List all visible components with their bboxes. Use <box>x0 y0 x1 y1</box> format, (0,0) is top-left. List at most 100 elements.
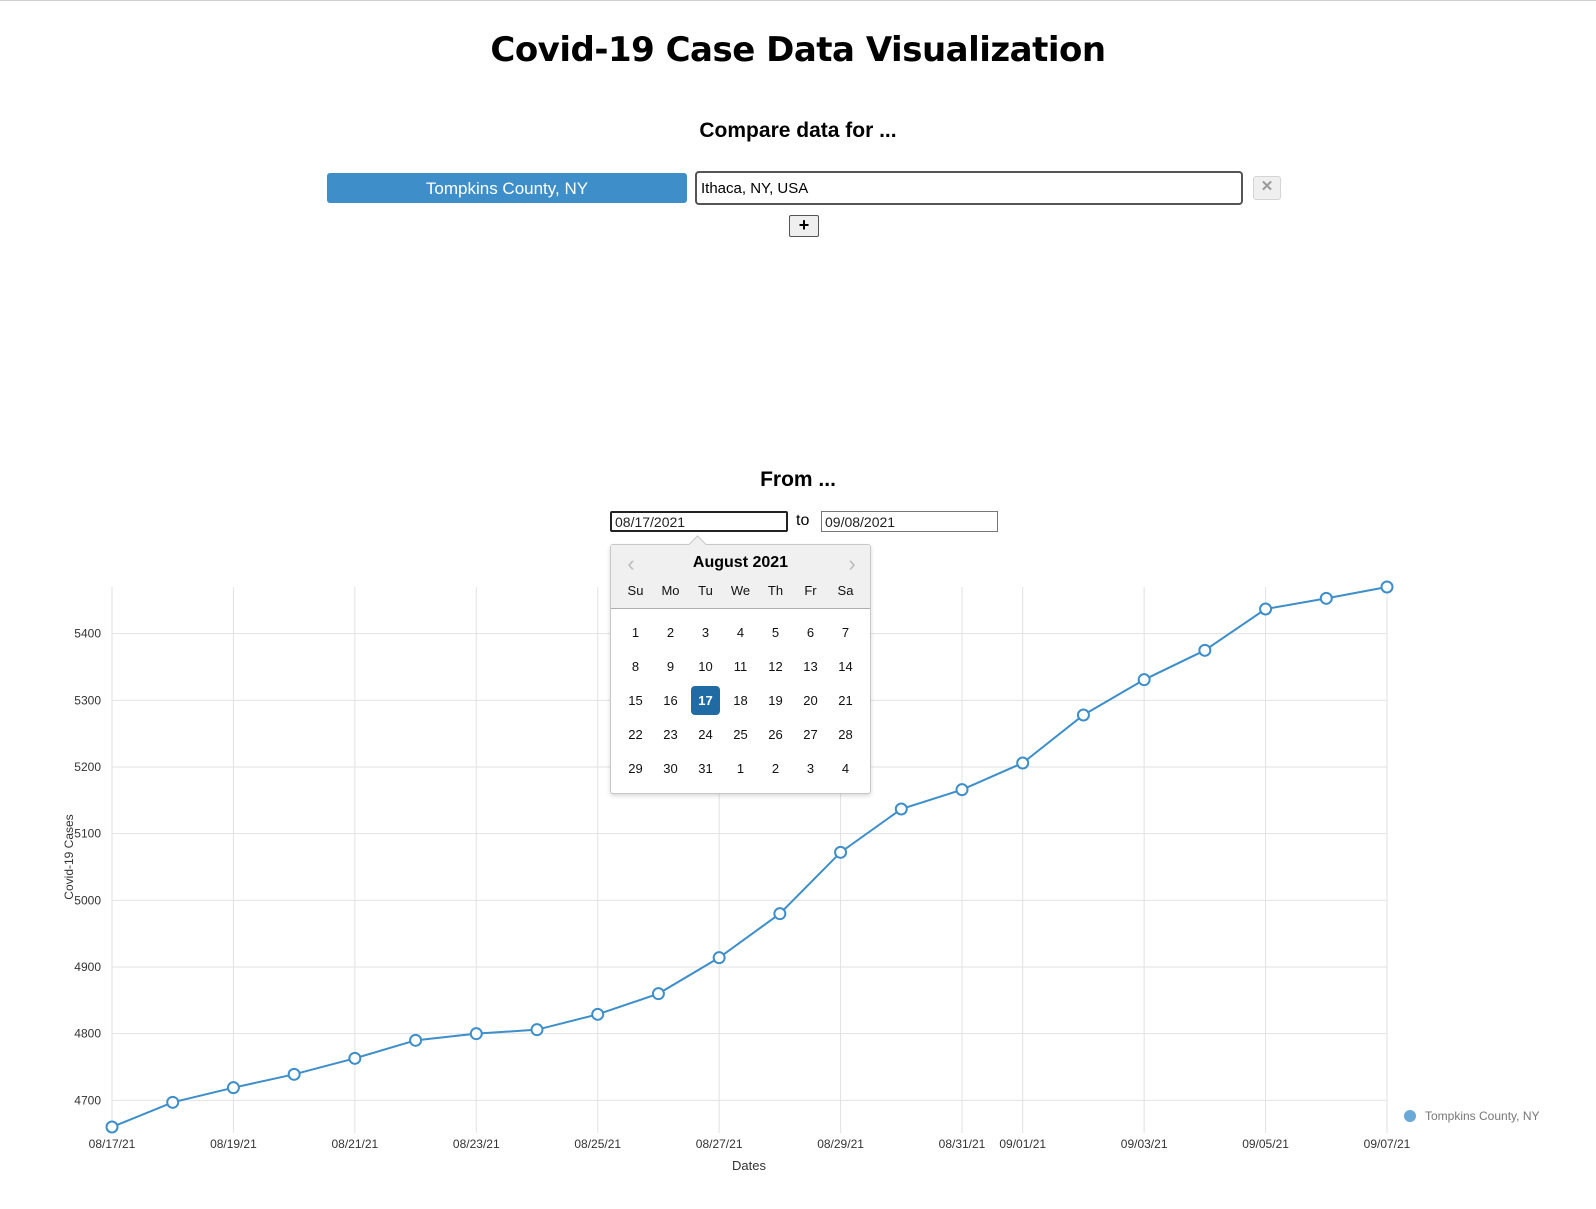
data-point <box>287 1067 301 1081</box>
x-tick-label: 09/03/21 <box>1121 1137 1168 1151</box>
x-axis-title: Dates <box>732 1158 766 1173</box>
calendar-day[interactable]: 7 <box>841 625 850 640</box>
x-tick-label: 08/19/21 <box>210 1137 257 1151</box>
compare-heading: Compare data for ... <box>699 119 897 142</box>
data-point <box>773 907 787 921</box>
calendar-day[interactable]: 29 <box>628 761 643 776</box>
calendar-day[interactable]: 12 <box>768 659 783 674</box>
calendar-day[interactable]: 5 <box>771 625 780 640</box>
calendar-day[interactable]: 22 <box>628 727 643 742</box>
datepicker-month-label: August 2021 <box>692 554 789 571</box>
location-chip-button[interactable]: Tompkins County, NY <box>327 173 687 203</box>
data-point <box>955 783 969 797</box>
data-point <box>1319 591 1333 605</box>
x-tick-label: 09/01/21 <box>999 1137 1046 1151</box>
y-tick-label: 4700 <box>74 1093 101 1107</box>
data-point <box>1137 673 1151 687</box>
weekday-label: Tu <box>698 583 713 598</box>
weekday-label: We <box>730 583 751 598</box>
data-point <box>834 845 848 859</box>
data-point <box>894 802 908 816</box>
calendar-day[interactable]: 3 <box>806 761 815 776</box>
calendar-day[interactable]: 19 <box>768 693 783 708</box>
top-border <box>0 0 1596 1</box>
calendar-day[interactable]: 27 <box>803 727 818 742</box>
data-point <box>1016 756 1030 770</box>
x-tick-label: 08/21/21 <box>331 1137 378 1151</box>
y-tick-label: 5200 <box>74 760 101 774</box>
x-tick-label: 09/05/21 <box>1242 1137 1289 1151</box>
calendar-day[interactable]: 20 <box>803 693 818 708</box>
calendar-day[interactable]: 31 <box>698 761 713 776</box>
y-tick-label: 5000 <box>74 893 101 907</box>
weekday-label: Su <box>627 583 644 598</box>
y-tick-label: 5400 <box>74 627 101 641</box>
calendar-day[interactable]: 6 <box>806 625 815 640</box>
data-point <box>1198 643 1212 657</box>
calendar-day[interactable]: 23 <box>663 727 678 742</box>
calendar-day[interactable]: 21 <box>838 693 853 708</box>
remove-location-icon[interactable]: ✕ <box>1253 176 1281 200</box>
calendar-day[interactable]: 8 <box>631 659 640 674</box>
calendar-day[interactable]: 26 <box>768 727 783 742</box>
x-tick-label: 08/29/21 <box>817 1137 864 1151</box>
calendar-day[interactable]: 9 <box>666 659 675 674</box>
to-date-input[interactable] <box>821 511 998 532</box>
calendar-day[interactable]: 1 <box>736 761 745 776</box>
chevron-left-icon[interactable]: ‹ <box>627 551 635 576</box>
legend-swatch <box>1404 1110 1416 1122</box>
data-point <box>530 1023 544 1037</box>
calendar-day[interactable]: 10 <box>698 659 713 674</box>
calendar-day[interactable]: 3 <box>701 625 710 640</box>
y-tick-label: 5100 <box>74 827 101 841</box>
x-tick-label: 08/27/21 <box>696 1137 743 1151</box>
x-tick-label: 09/07/21 <box>1364 1137 1411 1151</box>
series-line <box>111 586 1388 1128</box>
calendar-day[interactable]: 28 <box>838 727 853 742</box>
calendar-day[interactable]: 11 <box>733 659 748 674</box>
data-point <box>591 1007 605 1021</box>
calendar-day[interactable]: 14 <box>838 659 853 674</box>
data-point <box>469 1027 483 1041</box>
x-tick-label: 08/31/21 <box>939 1137 986 1151</box>
datepicker-header: ‹ August 2021 › Su Mo Tu We Th Fr Sa <box>611 545 870 609</box>
from-date-input[interactable] <box>610 511 788 532</box>
data-point <box>226 1081 240 1095</box>
date-range-heading: From ... <box>760 468 836 491</box>
calendar-day[interactable]: 16 <box>663 693 678 708</box>
calendar-day[interactable]: 1 <box>631 625 640 640</box>
weekday-label: Fr <box>804 583 817 598</box>
calendar-day[interactable]: 2 <box>666 625 675 640</box>
legend-label: Tompkins County, NY <box>1425 1109 1540 1123</box>
calendar-day[interactable]: 30 <box>663 761 678 776</box>
location-search-input[interactable] <box>695 171 1243 205</box>
calendar-day[interactable]: 25 <box>733 727 748 742</box>
calendar-day[interactable]: 18 <box>733 693 748 708</box>
weekday-label: Th <box>767 583 784 598</box>
y-axis-title: Covid-19 Cases <box>62 814 76 899</box>
data-point <box>348 1051 362 1065</box>
calendar-day[interactable]: 2 <box>771 761 780 776</box>
calendar-day[interactable]: 15 <box>628 693 643 708</box>
calendar-day[interactable]: 13 <box>803 659 818 674</box>
to-label: to <box>796 512 810 529</box>
x-tick-label: 08/17/21 <box>89 1137 136 1151</box>
x-tick-label: 08/25/21 <box>574 1137 621 1151</box>
data-point <box>166 1095 180 1109</box>
weekday-label: Mo <box>661 583 680 598</box>
data-point <box>105 1120 119 1134</box>
weekday-label: Sa <box>837 583 854 598</box>
y-tick-label: 4900 <box>74 960 101 974</box>
data-point <box>1076 708 1090 722</box>
calendar-day[interactable]: 4 <box>841 761 850 776</box>
calendar-day[interactable]: 17 <box>691 686 720 715</box>
calendar-day[interactable]: 24 <box>698 727 713 742</box>
add-location-button[interactable]: + <box>789 215 819 237</box>
calendar-day[interactable]: 4 <box>736 625 745 640</box>
chevron-right-icon[interactable]: › <box>848 551 856 576</box>
data-point <box>409 1033 423 1047</box>
y-tick-label: 5300 <box>74 693 101 707</box>
